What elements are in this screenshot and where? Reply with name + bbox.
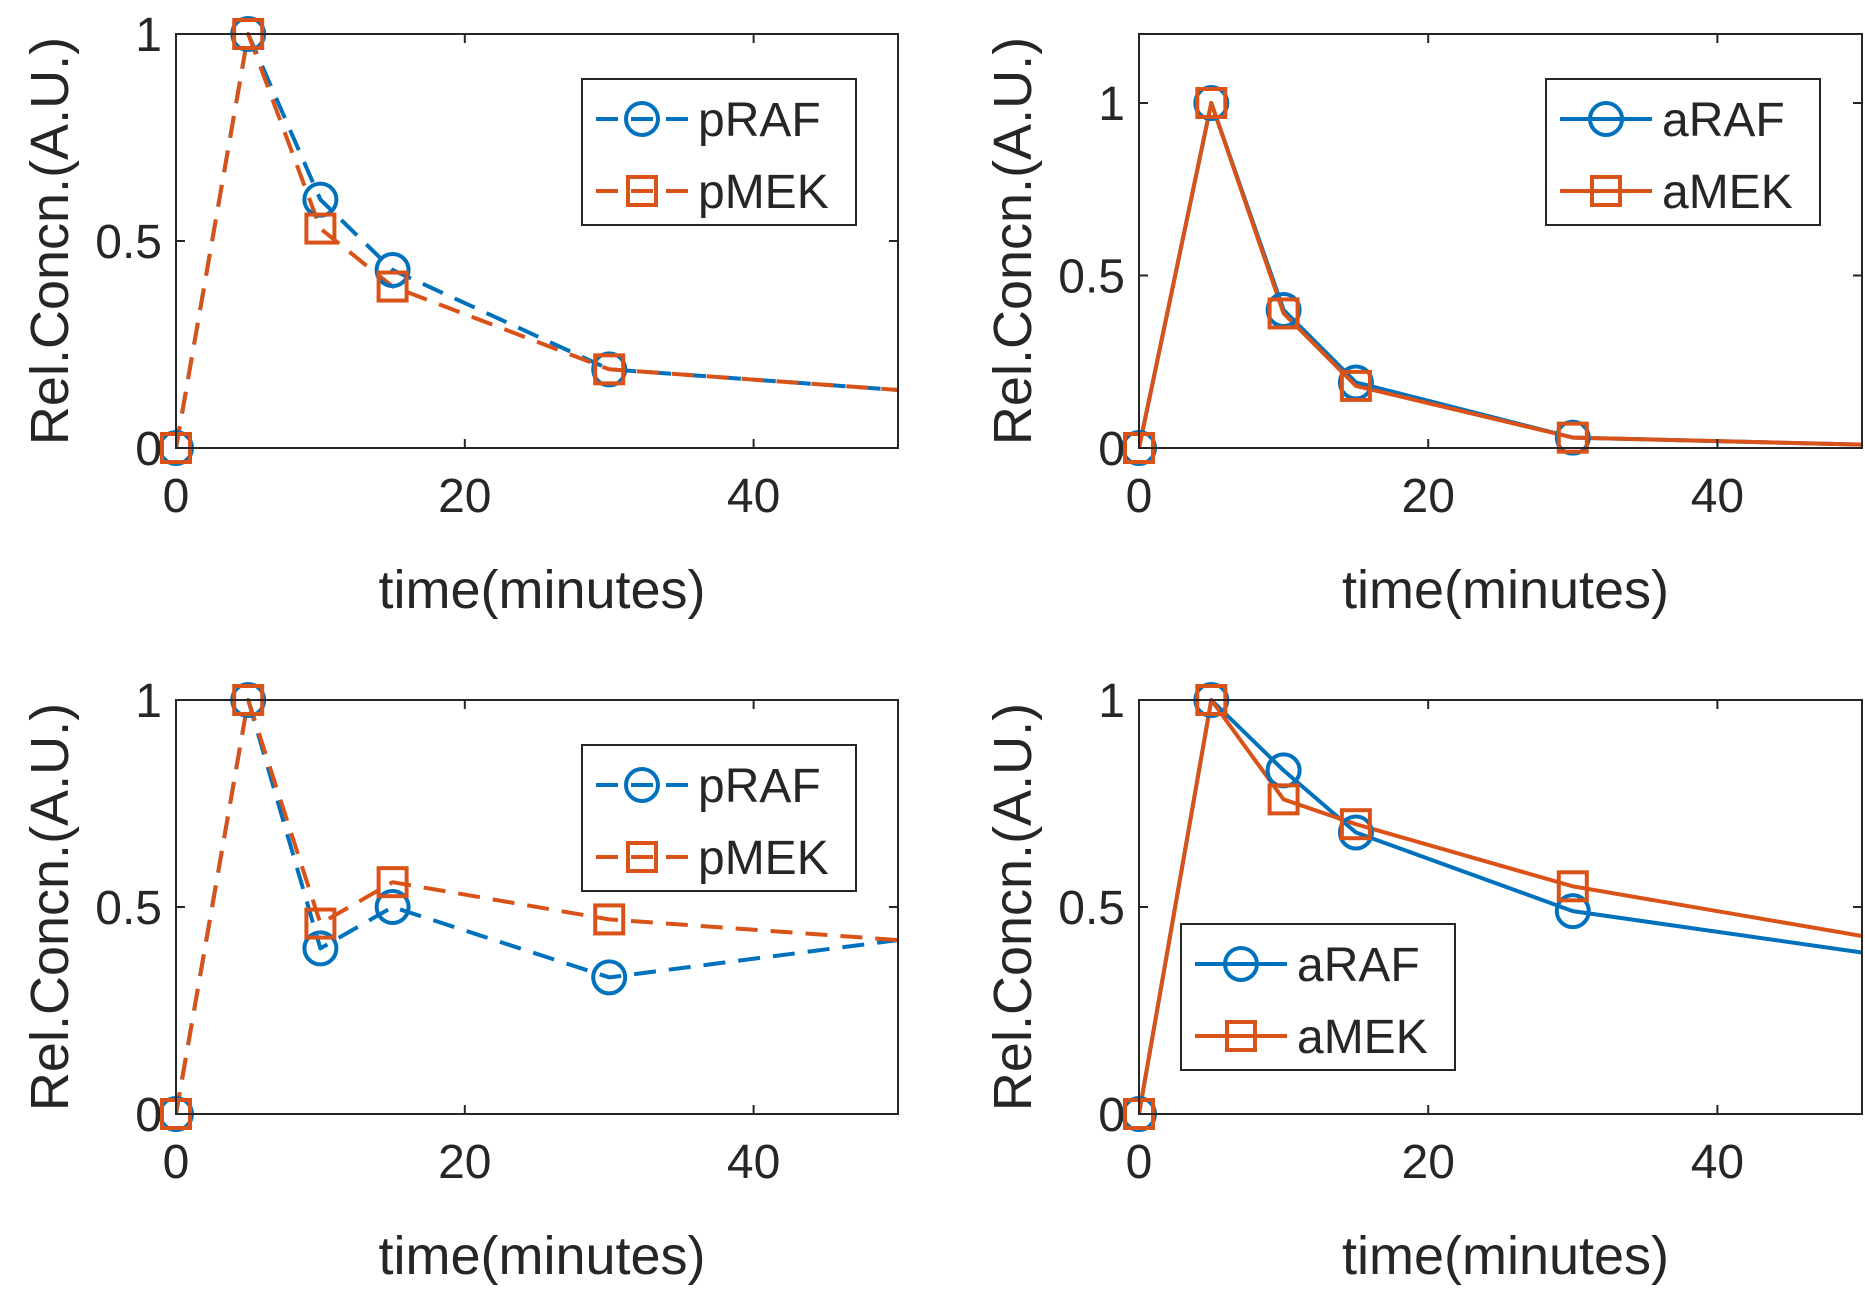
x-tick-label: 20 bbox=[1402, 470, 1455, 523]
legend-label: aRAF bbox=[1297, 939, 1420, 992]
y-tick-label: 1 bbox=[135, 9, 162, 62]
x-tick-label: 0 bbox=[1126, 470, 1153, 523]
legend-label: pRAF bbox=[698, 760, 821, 813]
legend-label: pMEK bbox=[698, 832, 829, 885]
legend-marker-aRAF bbox=[1223, 946, 1259, 982]
legend-label: pRAF bbox=[698, 94, 821, 147]
legend-marker-aMEK bbox=[1590, 175, 1622, 207]
series-group bbox=[1139, 698, 1862, 1115]
legend: aRAF aMEK bbox=[1180, 923, 1456, 1071]
y-tick-label: 0.5 bbox=[95, 882, 162, 935]
y-tick-label: 0 bbox=[135, 423, 162, 476]
data-point-aMEK bbox=[1267, 297, 1300, 330]
data-point-pMEK bbox=[304, 907, 337, 940]
data-point-aMEK bbox=[1556, 870, 1589, 903]
y-tick-label: 0.5 bbox=[1058, 882, 1125, 935]
y-tick-label: 1 bbox=[135, 675, 162, 728]
y-axis-label: Rel.Concn.(A.U.) bbox=[983, 703, 1043, 1111]
data-point-pRAF bbox=[591, 959, 628, 996]
data-point-pRAF bbox=[302, 930, 339, 967]
x-tick-label: 40 bbox=[1691, 470, 1744, 523]
data-point-pRAF bbox=[374, 889, 411, 925]
x-tick-label: 40 bbox=[727, 1136, 780, 1189]
data-point-pRAF bbox=[374, 251, 411, 288]
data-point-pMEK bbox=[376, 270, 409, 303]
x-tick-label: 20 bbox=[438, 1136, 491, 1189]
legend-marker-pMEK bbox=[626, 841, 658, 873]
chart-panel-bottom-right: 0 20 40 0 0.5 1 time(minutes) Rel.Concn.(A.U.) a… bbox=[983, 675, 1863, 1286]
data-point-pMEK bbox=[593, 903, 626, 936]
legend-label: aMEK bbox=[1297, 1011, 1428, 1064]
series-line-aMEK bbox=[1139, 101, 1862, 449]
legend: pRAF pMEK bbox=[581, 78, 857, 226]
y-tick-label: 0.5 bbox=[1058, 251, 1125, 304]
data-point-aMEK bbox=[1556, 421, 1589, 454]
legend-marker-aRAF bbox=[1588, 101, 1624, 137]
data-point-pMEK bbox=[593, 353, 626, 386]
x-tick-label: 0 bbox=[163, 470, 190, 523]
chart-panel-top-left: 0 20 40 0 0.5 1 time(minutes) Rel.Concn.(A.U.) p… bbox=[20, 9, 899, 620]
legend-label: aRAF bbox=[1662, 94, 1785, 147]
legend: aRAF aMEK bbox=[1545, 78, 1821, 226]
legend-marker-aMEK bbox=[1225, 1020, 1257, 1052]
data-point-pMEK bbox=[304, 212, 337, 245]
series-group bbox=[1139, 101, 1862, 449]
legend: pRAF pMEK bbox=[581, 744, 857, 892]
x-axis-label: time(minutes) bbox=[1342, 560, 1669, 620]
data-point-aMEK bbox=[1195, 87, 1228, 119]
x-axis-label: time(minutes) bbox=[378, 560, 705, 620]
legend-marker-pRAF bbox=[624, 101, 660, 137]
x-tick-label: 20 bbox=[438, 470, 491, 523]
y-tick-label: 1 bbox=[1098, 78, 1125, 131]
x-tick-label: 40 bbox=[1691, 1136, 1744, 1189]
x-tick-label: 20 bbox=[1402, 1136, 1455, 1189]
legend-marker-pMEK bbox=[626, 175, 658, 207]
legend-marker-pRAF bbox=[624, 767, 660, 803]
y-axis-label: Rel.Concn.(A.U.) bbox=[20, 703, 80, 1111]
series-line-pMEK bbox=[176, 32, 898, 449]
series-line-pMEK bbox=[176, 698, 898, 1115]
y-tick-label: 0 bbox=[1098, 423, 1125, 476]
x-axis-label: time(minutes) bbox=[1342, 1226, 1669, 1286]
legend-label: pMEK bbox=[698, 166, 829, 219]
y-tick-label: 0 bbox=[1098, 1089, 1125, 1142]
y-tick-label: 0.5 bbox=[95, 216, 162, 269]
x-axis-label: time(minutes) bbox=[378, 1226, 705, 1286]
data-point-aMEK bbox=[1339, 808, 1372, 841]
y-tick-label: 1 bbox=[1098, 675, 1125, 728]
y-tick-label: 0 bbox=[135, 1089, 162, 1142]
x-tick-label: 0 bbox=[163, 1136, 190, 1189]
series-group bbox=[176, 32, 898, 449]
series-group bbox=[176, 698, 898, 1115]
series-line-aMEK bbox=[1139, 698, 1862, 1115]
axes-box bbox=[1138, 33, 1863, 449]
data-point-aMEK bbox=[1267, 783, 1300, 816]
y-axis-label: Rel.Concn.(A.U.) bbox=[983, 37, 1043, 445]
x-tick-label: 0 bbox=[1126, 1136, 1153, 1189]
legend-label: aMEK bbox=[1662, 166, 1793, 219]
chart-panel-top-right: 0 20 40 0 0.5 1 time(minutes) Rel.Concn.(A.U.) a… bbox=[983, 33, 1863, 620]
x-tick-label: 40 bbox=[727, 470, 780, 523]
chart-panel-bottom-left: 0 20 40 0 0.5 1 time(minutes) Rel.Concn.(A.U.) p… bbox=[20, 675, 899, 1286]
y-axis-label: Rel.Concn.(A.U.) bbox=[20, 37, 80, 445]
data-point-aRAF bbox=[1554, 893, 1591, 930]
data-point-aMEK bbox=[1339, 369, 1372, 402]
data-point-pMEK bbox=[376, 866, 409, 899]
